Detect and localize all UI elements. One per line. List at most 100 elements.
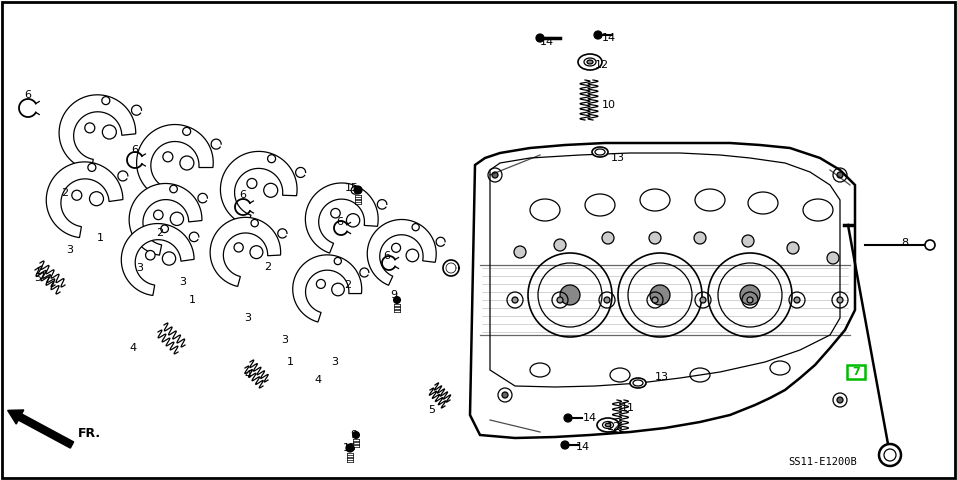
- Polygon shape: [220, 151, 297, 226]
- Circle shape: [742, 235, 754, 247]
- Ellipse shape: [597, 418, 619, 432]
- Circle shape: [346, 444, 354, 452]
- Circle shape: [101, 96, 110, 105]
- Circle shape: [787, 242, 799, 254]
- Text: 3: 3: [281, 335, 288, 345]
- Circle shape: [925, 240, 935, 250]
- Circle shape: [332, 283, 345, 296]
- Text: 2: 2: [264, 262, 272, 272]
- Circle shape: [492, 172, 498, 178]
- Text: 13: 13: [655, 372, 669, 382]
- Text: 7: 7: [852, 367, 860, 377]
- Text: 5: 5: [429, 405, 435, 415]
- FancyArrow shape: [8, 410, 74, 448]
- Text: 9: 9: [390, 290, 397, 300]
- Circle shape: [649, 232, 661, 244]
- Text: 3: 3: [244, 313, 252, 323]
- Text: 13: 13: [611, 153, 625, 163]
- Circle shape: [163, 252, 176, 265]
- Polygon shape: [59, 95, 136, 170]
- Circle shape: [72, 190, 81, 200]
- Polygon shape: [293, 255, 362, 322]
- Polygon shape: [211, 217, 280, 287]
- Polygon shape: [137, 124, 213, 199]
- Circle shape: [268, 155, 276, 163]
- Polygon shape: [470, 143, 855, 438]
- Text: 12: 12: [607, 422, 621, 432]
- Circle shape: [837, 172, 843, 178]
- Circle shape: [561, 441, 569, 449]
- Text: 6: 6: [337, 217, 344, 227]
- Circle shape: [352, 432, 360, 438]
- Circle shape: [512, 297, 518, 303]
- Circle shape: [170, 212, 184, 226]
- Text: 4: 4: [129, 343, 137, 353]
- Text: 3: 3: [331, 357, 339, 367]
- Text: 9: 9: [350, 430, 358, 440]
- Circle shape: [604, 297, 610, 303]
- Text: SS11-E1200B: SS11-E1200B: [788, 457, 857, 467]
- Circle shape: [412, 224, 419, 231]
- Text: 15: 15: [345, 183, 359, 193]
- Circle shape: [85, 123, 95, 133]
- Text: 2: 2: [345, 280, 351, 290]
- Circle shape: [700, 297, 706, 303]
- Text: 2: 2: [61, 188, 69, 198]
- Text: 4: 4: [315, 375, 322, 385]
- Circle shape: [502, 392, 508, 398]
- Circle shape: [102, 125, 117, 139]
- Circle shape: [879, 444, 901, 466]
- Text: 1: 1: [97, 233, 103, 243]
- Polygon shape: [46, 162, 122, 238]
- Circle shape: [554, 239, 566, 251]
- Circle shape: [234, 243, 243, 252]
- Circle shape: [740, 285, 760, 305]
- Text: 14: 14: [583, 413, 597, 423]
- Circle shape: [837, 297, 843, 303]
- Circle shape: [354, 186, 362, 194]
- Text: 6: 6: [25, 90, 32, 100]
- Circle shape: [406, 249, 419, 262]
- Text: 14: 14: [602, 33, 616, 43]
- Text: 14: 14: [540, 37, 554, 47]
- Circle shape: [264, 183, 278, 197]
- Text: 2: 2: [156, 228, 164, 238]
- Text: 15: 15: [343, 443, 357, 453]
- Circle shape: [163, 152, 173, 162]
- Circle shape: [514, 246, 526, 258]
- Text: 1: 1: [286, 357, 294, 367]
- Circle shape: [331, 208, 341, 218]
- Circle shape: [334, 257, 342, 264]
- Circle shape: [747, 297, 753, 303]
- Text: 6: 6: [239, 190, 247, 200]
- Circle shape: [794, 297, 800, 303]
- Circle shape: [560, 285, 580, 305]
- Circle shape: [652, 297, 658, 303]
- Circle shape: [88, 163, 96, 171]
- Ellipse shape: [587, 60, 593, 64]
- Circle shape: [536, 34, 544, 42]
- Circle shape: [153, 210, 163, 220]
- Circle shape: [391, 243, 401, 252]
- Circle shape: [594, 31, 602, 39]
- Circle shape: [346, 214, 360, 227]
- Circle shape: [393, 297, 400, 303]
- Text: 3: 3: [180, 277, 187, 287]
- Circle shape: [564, 414, 572, 422]
- Text: 5: 5: [34, 273, 41, 283]
- Circle shape: [317, 279, 325, 288]
- Circle shape: [183, 127, 190, 135]
- Ellipse shape: [578, 54, 602, 70]
- Text: 6: 6: [131, 145, 139, 155]
- Text: 12: 12: [595, 60, 609, 70]
- Text: 3: 3: [66, 245, 74, 255]
- Circle shape: [180, 156, 194, 170]
- Circle shape: [250, 246, 263, 259]
- Circle shape: [837, 397, 843, 403]
- Circle shape: [145, 251, 155, 260]
- Polygon shape: [305, 183, 378, 253]
- Text: FR.: FR.: [78, 427, 101, 440]
- Ellipse shape: [630, 378, 646, 388]
- Text: 11: 11: [621, 403, 635, 413]
- Circle shape: [557, 297, 563, 303]
